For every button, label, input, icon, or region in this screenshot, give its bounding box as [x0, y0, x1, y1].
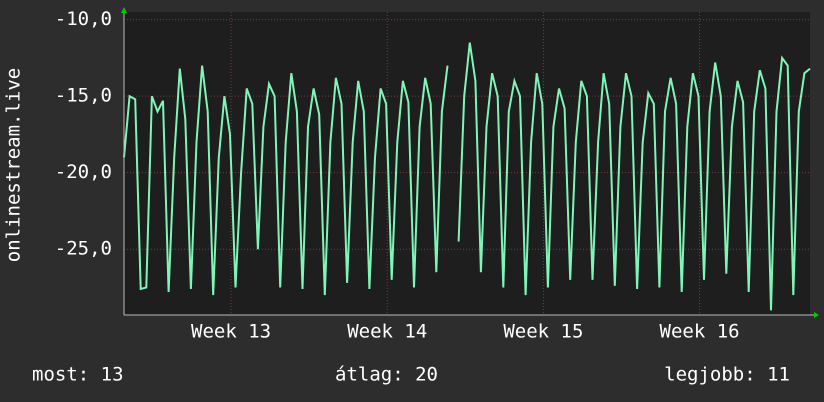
x-tick-label: Week 14 [347, 321, 427, 343]
y-tick-label: -15,0 [55, 85, 112, 107]
footer-best: legjobb: 11 [664, 364, 790, 386]
y-axis-label: onlinestream.live [3, 68, 25, 262]
footer-current: most: 13 [32, 364, 124, 386]
y-tick-label: -20,0 [55, 161, 112, 183]
footer-average: átlag: 20 [335, 364, 438, 386]
x-tick-label: Week 15 [503, 321, 583, 343]
y-tick-label: -10,0 [55, 8, 112, 30]
y-tick-label: -25,0 [55, 238, 112, 260]
x-tick-label: Week 16 [660, 321, 740, 343]
x-tick-label: Week 13 [191, 321, 271, 343]
